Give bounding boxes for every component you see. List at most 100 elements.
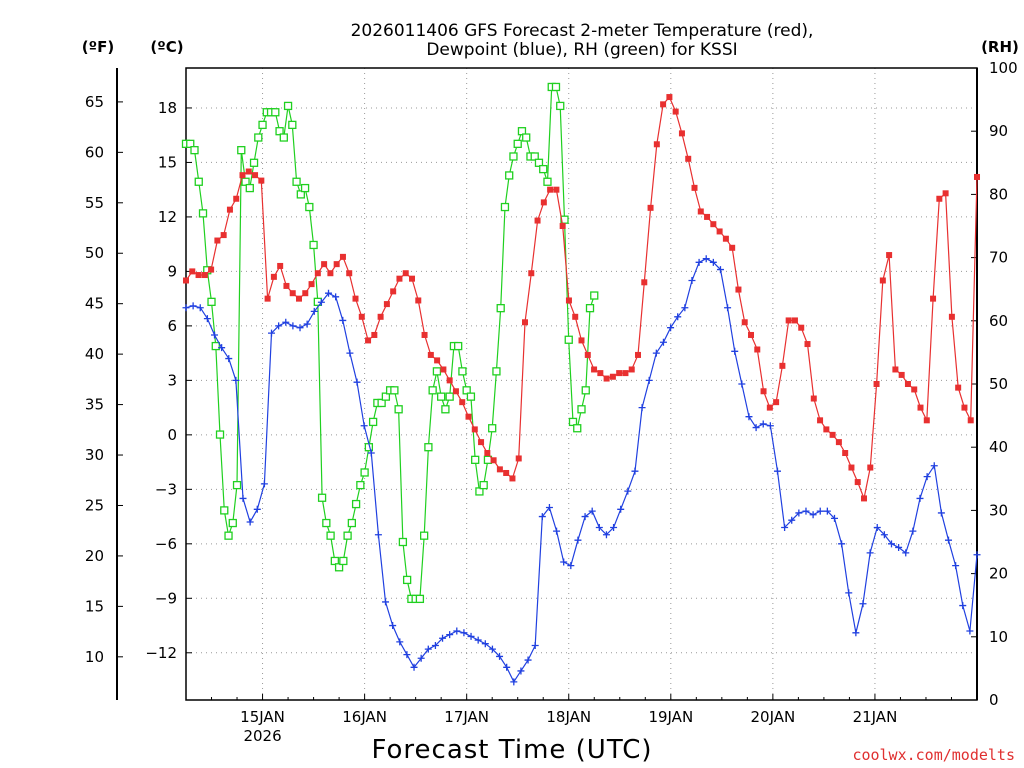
rh-tick-label: 60	[989, 312, 1008, 330]
temperature-point	[591, 366, 598, 373]
rh-point	[394, 405, 403, 414]
rh-point	[415, 594, 425, 604]
dewpoint-point	[481, 640, 489, 648]
rh-point	[339, 556, 348, 566]
chart-title-line1: 2026011406 GFS Forecast 2-meter Temperat…	[351, 21, 814, 41]
rh-point	[356, 480, 365, 490]
dewpoint-point	[446, 631, 454, 639]
rh-point	[211, 341, 220, 351]
temperature-point	[333, 261, 340, 268]
rh-point	[190, 146, 199, 155]
dewpoint-point	[431, 642, 439, 650]
rh-tick-label: 30	[989, 501, 1008, 519]
temperature-point	[484, 450, 491, 457]
celsius-tick-label: 6	[167, 317, 177, 335]
temperature-point	[603, 375, 610, 382]
temperature-point	[861, 495, 868, 502]
rh-point	[334, 563, 344, 572]
temperature-point	[823, 426, 830, 433]
celsius-tick-label: 0	[167, 426, 177, 444]
temperature-point	[264, 295, 271, 302]
time-tick-label: 15JAN	[240, 708, 285, 726]
temperature-point	[804, 341, 811, 348]
rh-point	[232, 480, 242, 490]
dewpoint-point	[282, 318, 290, 326]
temperature-point	[377, 313, 384, 320]
fahrenheit-tick-label: 55	[85, 194, 104, 212]
temperature-point	[791, 317, 798, 324]
rh-point	[296, 190, 305, 199]
dewpoint-point	[688, 276, 696, 284]
fahrenheit-tick-label: 30	[85, 446, 104, 464]
rh-point	[279, 133, 288, 142]
dewpoint-point	[816, 507, 824, 515]
dewpoint-point	[182, 304, 190, 312]
time-tick-label: 18JAN	[546, 708, 591, 726]
fahrenheit-unit-label: (ºF)	[82, 38, 114, 56]
temperature-point	[515, 455, 522, 462]
rh-point	[556, 101, 565, 111]
temperature-point	[321, 261, 328, 268]
temperature-point	[961, 404, 968, 411]
rh-point	[283, 101, 293, 111]
temperature-point	[270, 273, 277, 280]
dewpoint-point	[902, 549, 910, 557]
temperature-point	[465, 413, 472, 420]
temperature-point	[471, 426, 478, 433]
rh-point	[258, 120, 267, 130]
rh-point	[573, 424, 582, 433]
temperature-point	[678, 130, 685, 137]
dewpoint-point	[503, 663, 511, 671]
dewpoint-point	[560, 558, 568, 566]
temperature-point	[383, 301, 390, 308]
fahrenheit-tick-label: 45	[85, 295, 104, 313]
temperature-point	[873, 381, 880, 387]
dewpoint-point	[631, 467, 639, 475]
dewpoint-point	[296, 324, 304, 332]
rh-point	[398, 537, 408, 547]
rh-tick-label: 50	[989, 375, 1008, 393]
rh-point	[351, 499, 361, 509]
dewpoint-point	[574, 536, 582, 544]
temperature-point	[415, 297, 422, 304]
temperature-point	[572, 313, 579, 320]
temperature-point	[214, 237, 221, 244]
temperature-point	[427, 351, 434, 358]
rh-tick-label: 10	[989, 628, 1008, 646]
dewpoint-point	[930, 462, 938, 470]
dewpoint-point	[880, 531, 888, 539]
dewpoint-point	[275, 322, 283, 330]
dewpoint-point	[374, 531, 382, 539]
temperature-point	[948, 313, 955, 320]
rh-point	[534, 158, 544, 167]
rh-point	[390, 386, 399, 395]
rh-point	[245, 183, 254, 193]
rh-point	[241, 177, 250, 186]
temperature-point	[955, 384, 962, 391]
rh-point	[475, 487, 484, 496]
dewpoint-point	[866, 549, 874, 557]
time-tick-label: 21JAN	[853, 708, 898, 726]
temperature-point	[691, 184, 698, 191]
temperature-point	[741, 319, 748, 326]
dewpoint-point	[766, 422, 774, 430]
temperature-point	[660, 101, 667, 108]
rh-point	[539, 164, 548, 174]
dewpoint-point	[203, 315, 211, 323]
rh-point	[254, 133, 263, 142]
temperature-point	[402, 270, 409, 277]
temperature-point	[773, 399, 780, 406]
temperature-point	[879, 277, 886, 284]
temperature-point	[189, 268, 196, 275]
time-tick-sublabel: 2026	[243, 727, 281, 745]
fahrenheit-tick-label: 40	[85, 345, 104, 363]
dewpoint-point	[838, 540, 846, 548]
fahrenheit-ticks: 65 60 55 50 45 40 35 30 25 20 15 10	[85, 93, 123, 666]
temperature-point	[452, 388, 459, 395]
dewpoint-point	[538, 513, 546, 521]
rh-point	[585, 304, 595, 313]
dewpoint-point	[545, 503, 553, 511]
temperature-point	[289, 290, 296, 297]
dewpoint-point	[588, 507, 596, 515]
dewpoint-point	[937, 509, 945, 517]
